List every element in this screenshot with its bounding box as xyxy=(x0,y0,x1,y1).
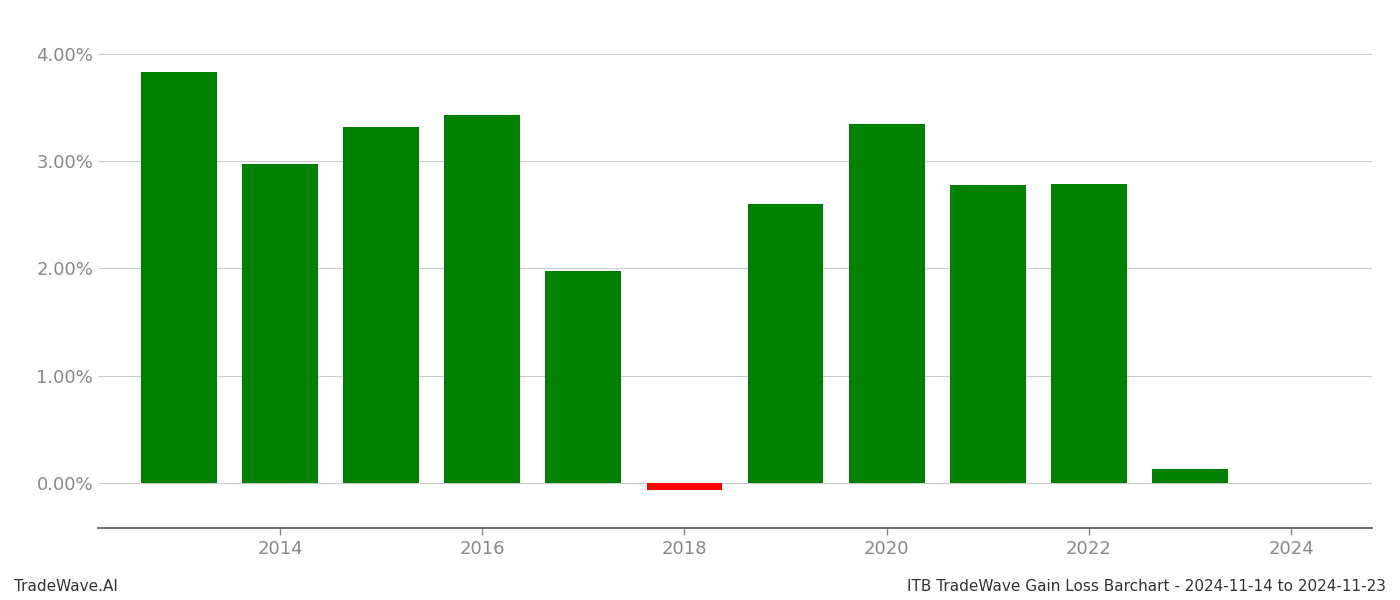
Bar xyxy=(1051,184,1127,483)
Bar xyxy=(444,115,521,483)
Bar xyxy=(546,271,622,483)
Bar xyxy=(748,204,823,483)
Bar xyxy=(1152,469,1228,483)
Bar xyxy=(242,164,318,483)
Text: ITB TradeWave Gain Loss Barchart - 2024-11-14 to 2024-11-23: ITB TradeWave Gain Loss Barchart - 2024-… xyxy=(907,579,1386,594)
Bar xyxy=(848,124,924,483)
Bar xyxy=(647,483,722,490)
Text: TradeWave.AI: TradeWave.AI xyxy=(14,579,118,594)
Bar xyxy=(141,72,217,483)
Bar xyxy=(343,127,419,483)
Bar xyxy=(949,185,1026,483)
